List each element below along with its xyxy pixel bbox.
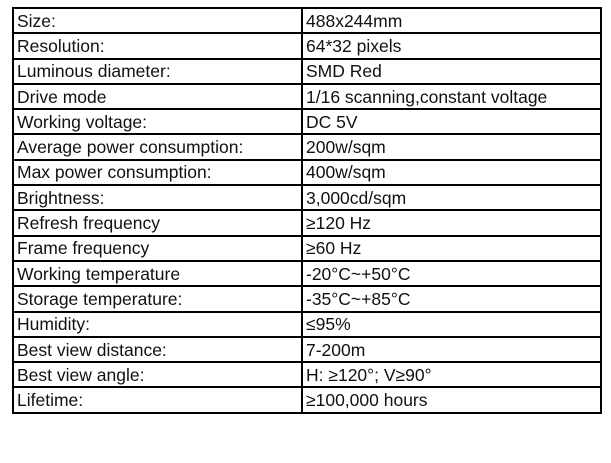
- spec-value: -20°C~+50°C: [301, 259, 602, 288]
- spec-value: ≥60 Hz: [301, 234, 602, 262]
- spec-table: Size: 488x244mm Resolution: 64*32 pixels Lum…: [12, 6, 602, 414]
- spec-label: Size:: [12, 6, 303, 35]
- spec-label: Frame frequency: [12, 234, 303, 262]
- spec-row: Best view distance: 7-200m: [12, 335, 602, 364]
- spec-row: Working voltage: DC 5V: [12, 108, 602, 136]
- spec-label: Lifetime:: [12, 386, 303, 414]
- spec-label: Average power consumption:: [12, 133, 303, 161]
- spec-value: 200w/sqm: [301, 133, 602, 161]
- spec-row: Brightness: 3,000cd/sqm: [12, 184, 602, 212]
- spec-row: Best view angle: H: ≥120°; V≥90°: [12, 361, 602, 389]
- spec-value: SMD Red: [301, 57, 602, 85]
- spec-value: 3,000cd/sqm: [301, 184, 602, 212]
- spec-row: Frame frequency ≥60 Hz: [12, 234, 602, 262]
- spec-value: 488x244mm: [301, 6, 602, 35]
- spec-label: Max power consumption:: [12, 158, 303, 187]
- spec-value: DC 5V: [301, 108, 602, 136]
- spec-value: 1/16 scanning,constant voltage: [301, 82, 602, 111]
- spec-row: Humidity: ≤95%: [12, 310, 602, 338]
- spec-value: -35°C~+85°C: [301, 285, 602, 313]
- spec-value: ≥120 Hz: [301, 209, 602, 237]
- spec-value: H: ≥120°; V≥90°: [301, 361, 602, 389]
- spec-value: 400w/sqm: [301, 158, 602, 187]
- spec-label: Drive mode: [12, 82, 303, 111]
- spec-label: Best view angle:: [12, 361, 303, 389]
- spec-table-body: Size: 488x244mm Resolution: 64*32 pixels Lum…: [12, 6, 602, 414]
- spec-label: Working temperature: [12, 259, 303, 288]
- spec-row: Max power consumption: 400w/sqm: [12, 158, 602, 187]
- spec-value: ≤95%: [301, 310, 602, 338]
- spec-label: Best view distance:: [12, 335, 303, 364]
- spec-value: ≥100,000 hours: [301, 386, 602, 414]
- spec-row: Luminous diameter: SMD Red: [12, 57, 602, 85]
- spec-value: 64*32 pixels: [301, 32, 602, 60]
- spec-row: Size: 488x244mm: [12, 6, 602, 35]
- spec-label: Working voltage:: [12, 108, 303, 136]
- spec-row: Working temperature -20°C~+50°C: [12, 259, 602, 288]
- spec-row: Refresh frequency ≥120 Hz: [12, 209, 602, 237]
- spec-label: Humidity:: [12, 310, 303, 338]
- spec-label: Luminous diameter:: [12, 57, 303, 85]
- spec-row: Drive mode 1/16 scanning,constant voltage: [12, 82, 602, 111]
- spec-label: Resolution:: [12, 32, 303, 60]
- spec-label: Brightness:: [12, 184, 303, 212]
- spec-value: 7-200m: [301, 335, 602, 364]
- spec-label: Storage temperature:: [12, 285, 303, 313]
- spec-row: Average power consumption: 200w/sqm: [12, 133, 602, 161]
- spec-row: Storage temperature: -35°C~+85°C: [12, 285, 602, 313]
- spec-label: Refresh frequency: [12, 209, 303, 237]
- spec-row: Lifetime: ≥100,000 hours: [12, 386, 602, 414]
- spec-row: Resolution: 64*32 pixels: [12, 32, 602, 60]
